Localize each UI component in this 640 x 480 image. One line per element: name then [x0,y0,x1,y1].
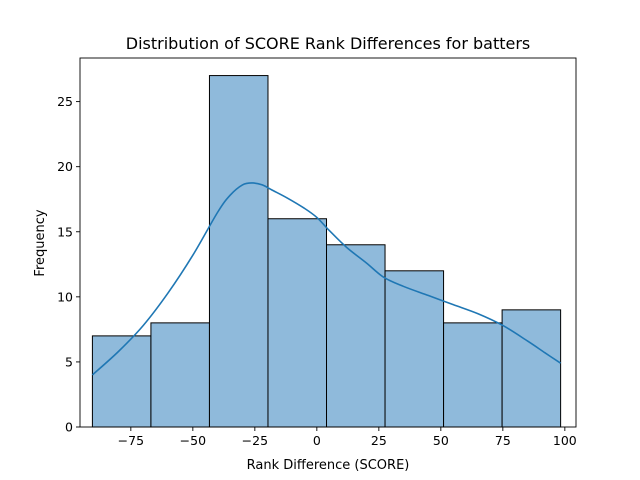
histogram-bar-5 [326,244,386,428]
x-tick-label: 50 [433,433,449,448]
histogram-bar-2 [150,322,210,428]
x-tick-label: −75 [118,433,144,448]
histogram-bar-3 [208,75,269,428]
y-tick-label: 20 [57,159,73,174]
y-tick-label: 25 [57,94,73,109]
histogram-bar-6 [384,270,445,428]
x-axis-label: Rank Difference (SCORE) [247,458,410,473]
x-tick-label: −50 [180,433,206,448]
axes-layer: −75 −50 −25 0 25 50 75 100 0 5 10 15 20 25 [57,57,577,448]
bars-layer [91,75,562,428]
y-tick-label: 15 [57,224,73,239]
x-tick-label: 75 [495,433,511,448]
kde-curve [91,182,562,376]
y-axis-label: Frequency [33,209,48,276]
y-tick-label: 5 [65,354,73,369]
y-tick-label: 10 [57,289,73,304]
kde-layer [91,182,562,376]
histogram-bar-7 [443,322,503,428]
x-tick-label: 100 [553,433,577,448]
histogram-bar-8 [501,309,562,428]
x-tick-label: 25 [371,433,387,448]
plot-frame [79,57,577,428]
chart-title: Distribution of SCORE Rank Differences f… [126,34,531,53]
y-tick-label: 0 [65,420,73,435]
x-tick-label: 0 [313,433,321,448]
histogram-bar-4 [267,218,328,428]
histogram-bar-1 [91,335,152,428]
x-tick-label: −25 [242,433,268,448]
